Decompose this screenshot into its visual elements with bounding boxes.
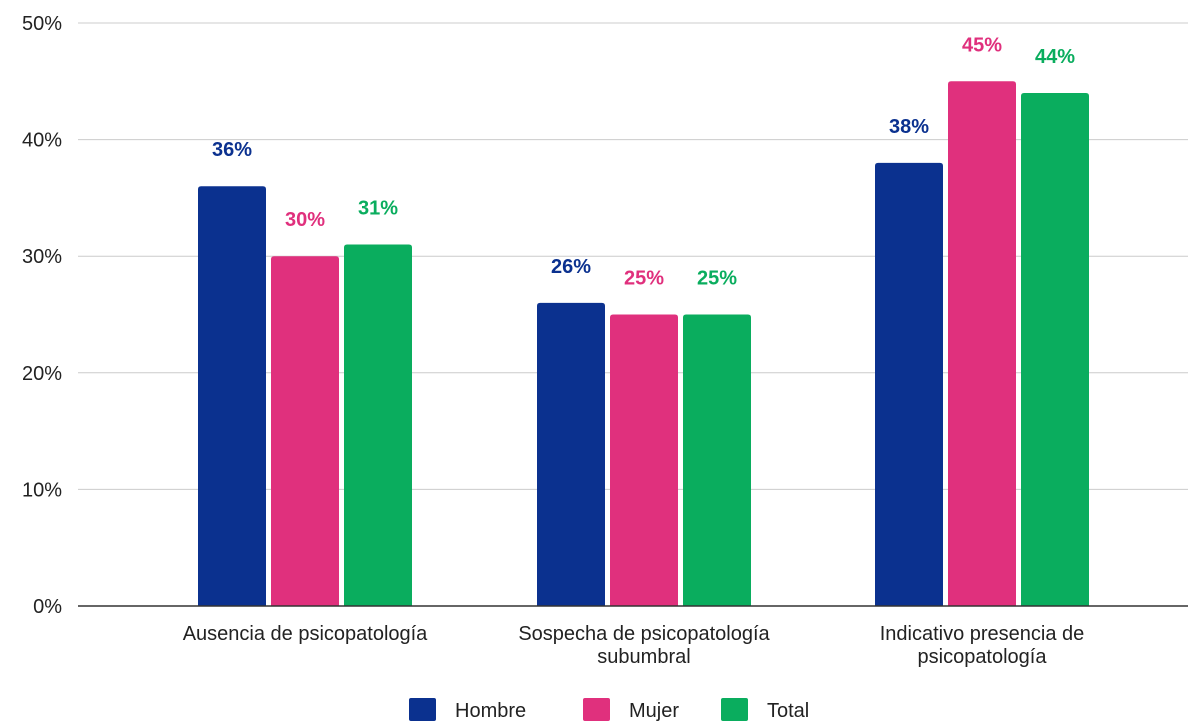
y-tick-label: 10%: [22, 479, 62, 501]
y-tick-label: 0%: [33, 596, 62, 618]
x-category-label: psicopatología: [918, 646, 1048, 668]
legend[interactable]: Hombre Mujer Total: [409, 698, 809, 721]
y-tick-label: 30%: [22, 246, 62, 268]
legend-swatch: [409, 698, 436, 721]
legend-item-mujer[interactable]: Mujer: [583, 698, 679, 721]
legend-label: Hombre: [455, 700, 526, 721]
data-label-hombre-2: 26%: [551, 256, 591, 278]
data-label-mujer-3: 45%: [962, 34, 1002, 56]
data-label-mujer-1: 30%: [285, 209, 325, 231]
legend-item-total[interactable]: Total: [721, 698, 809, 721]
legend-label: Mujer: [629, 700, 679, 721]
y-tick-label: 40%: [22, 130, 62, 152]
data-label-hombre-1: 36%: [212, 139, 252, 161]
legend-swatch: [721, 698, 748, 721]
bars: [198, 81, 1089, 607]
bar-total-1[interactable]: [344, 244, 412, 607]
x-category-label: Sospecha de psicopatología: [518, 623, 770, 645]
y-tick-label: 20%: [22, 363, 62, 385]
bar-mujer-2[interactable]: [610, 314, 678, 607]
bar-hombre-3[interactable]: [875, 162, 943, 607]
x-category-label: subumbral: [597, 646, 690, 668]
data-label-total-3: 44%: [1035, 46, 1075, 68]
bar-hombre-2[interactable]: [537, 302, 605, 606]
bar-total-2[interactable]: [683, 314, 751, 607]
data-label-total-1: 31%: [358, 198, 398, 220]
x-category-label: Indicativo presencia de: [880, 623, 1085, 645]
data-labels: 36% 30% 31% 26% 25% 25% 38% 45% 44%: [212, 34, 1075, 289]
bar-mujer-3[interactable]: [948, 81, 1016, 607]
legend-swatch: [583, 698, 610, 721]
data-label-total-2: 25%: [697, 268, 737, 290]
y-axis-tick-labels: 0% 10% 20% 30% 40% 50%: [22, 13, 62, 618]
y-tick-label: 50%: [22, 13, 62, 35]
bar-total-3[interactable]: [1021, 92, 1089, 606]
bar-mujer-1[interactable]: [271, 256, 339, 606]
legend-label: Total: [767, 700, 809, 721]
x-axis-category-labels: Ausencia de psicopatología Sospecha de ps…: [183, 623, 1085, 668]
bar-hombre-1[interactable]: [198, 186, 266, 607]
legend-item-hombre[interactable]: Hombre: [409, 698, 526, 721]
data-label-hombre-3: 38%: [889, 116, 929, 138]
data-label-mujer-2: 25%: [624, 268, 664, 290]
x-category-label: Ausencia de psicopatología: [183, 623, 428, 645]
